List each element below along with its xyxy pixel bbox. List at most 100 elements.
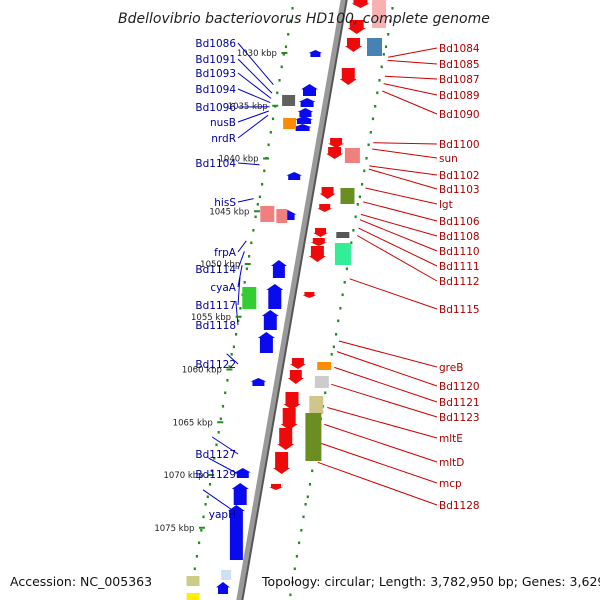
forward-gene-arrow xyxy=(308,50,323,57)
ring-dot xyxy=(291,581,294,584)
gene-box-aqua xyxy=(334,243,351,265)
leader-line xyxy=(226,353,239,365)
ring-dot xyxy=(354,215,357,219)
ring-dot xyxy=(239,307,242,310)
genome-summary: Topology: circular; Length: 3,782,950 bp… xyxy=(261,574,600,589)
reverse-gene-arrow xyxy=(302,292,317,298)
ring-dot xyxy=(289,19,292,23)
gene-label: Bd1110 xyxy=(439,246,480,258)
ring-dot xyxy=(213,457,216,460)
leader-line xyxy=(237,110,269,123)
reverse-gene-arrow xyxy=(308,246,326,262)
gene-label: Bd1104 xyxy=(195,158,236,170)
ring-dot xyxy=(226,379,229,382)
ring-dot xyxy=(300,529,303,532)
ring-dot xyxy=(221,405,225,408)
gene-box-orange xyxy=(317,362,332,370)
reverse-gene-arrow xyxy=(326,147,344,159)
ring-dot xyxy=(382,53,385,56)
ring-dot xyxy=(324,391,327,395)
ring-dot xyxy=(258,195,261,199)
gene-box-green xyxy=(242,287,257,309)
gene-label: Bd1117 xyxy=(195,300,236,312)
leader-line xyxy=(324,423,438,463)
gene-label: Bd1100 xyxy=(439,139,480,151)
gene-label: Bd1128 xyxy=(439,500,480,512)
forward-gene-arrow xyxy=(216,582,230,594)
gene-label: Bd1086 xyxy=(195,38,236,50)
scale-label: 1060 kbp xyxy=(182,366,222,376)
scale-label: 1050 kbp xyxy=(200,260,240,270)
ring-dot xyxy=(361,183,364,186)
forward-gene-arrow xyxy=(266,284,284,309)
leader-line xyxy=(237,88,271,104)
ring-dot xyxy=(193,567,196,571)
ring-dot xyxy=(215,443,218,447)
ring-dot xyxy=(341,293,344,297)
forward-gene-arrow xyxy=(227,505,245,560)
leader-line xyxy=(327,407,438,439)
forward-gene-arrow xyxy=(257,332,275,353)
ring-dot xyxy=(371,117,375,121)
ring-dot xyxy=(217,431,220,434)
reverse-gene-arrow xyxy=(277,428,295,450)
ring-dot xyxy=(252,229,255,232)
leader-line xyxy=(360,213,438,237)
leader-line xyxy=(237,240,247,253)
ring-dot xyxy=(339,307,342,310)
gene-box-olive xyxy=(340,188,355,204)
scale-label: 1070 kbp xyxy=(164,471,204,481)
leader-line xyxy=(237,58,273,94)
ring-dot xyxy=(306,495,309,499)
ring-dot xyxy=(237,319,240,323)
leader-line xyxy=(383,83,438,96)
kbp-scale: 1030 kbp 1035 kbp 1040 kbp 1045 kbp 1050 kbp… xyxy=(154,49,288,534)
gene-label: Bd1108 xyxy=(439,231,480,243)
leader-line xyxy=(237,42,274,86)
reverse-gene-arrow xyxy=(310,238,327,246)
ring-dot xyxy=(376,91,379,95)
scale-label: 1075 kbp xyxy=(154,524,194,534)
ring-dot xyxy=(365,157,368,160)
forward-gene-arrow xyxy=(295,116,313,124)
gene-label: Bd1127 xyxy=(195,449,236,461)
reverse-gene-arrow xyxy=(280,408,298,430)
ring-dot xyxy=(304,503,307,506)
ring-dot xyxy=(263,169,266,173)
ring-dot xyxy=(276,91,279,95)
scale-label: 1065 kbp xyxy=(173,418,213,428)
reverse-gene-arrow xyxy=(313,228,328,237)
ring-dot xyxy=(374,105,377,108)
ring-dot xyxy=(243,281,246,284)
ring-dot xyxy=(358,195,361,199)
reverse-gene-arrow xyxy=(287,370,304,384)
gene-label: Bd1087 xyxy=(439,74,480,86)
reverse-gene-arrow xyxy=(328,138,345,148)
ring-dot xyxy=(200,529,203,532)
gene-label: Bd1094 xyxy=(195,84,236,96)
gene-box-steel xyxy=(367,38,382,56)
gene-label: lgt xyxy=(439,199,453,211)
gene-label: Bd1090 xyxy=(439,109,480,121)
leader-line xyxy=(320,442,438,484)
reverse-gene-arrow xyxy=(351,0,370,8)
gene-label: Bd1103 xyxy=(439,184,480,196)
reverse-gene-arrow xyxy=(317,204,333,212)
leader-line xyxy=(237,276,241,306)
gene-label: hisS xyxy=(214,197,236,209)
ring-dot xyxy=(369,131,372,134)
gene-label: mltD xyxy=(439,457,464,469)
forward-gene-arrow xyxy=(270,260,287,278)
ring-dot xyxy=(282,53,285,56)
ring-dot xyxy=(367,143,370,147)
leader-line xyxy=(387,59,438,65)
gene-label: Bd1115 xyxy=(439,304,480,316)
accession-text: Accession: NC_005363 xyxy=(10,574,152,589)
gene-label: Bd1111 xyxy=(439,261,480,273)
reverse-gene-arrow xyxy=(273,452,291,474)
leader-line xyxy=(388,47,438,58)
gene-box-yellow xyxy=(186,593,200,600)
leader-line xyxy=(334,366,438,403)
scale-label: 1035 kbp xyxy=(228,102,268,112)
label-leader-lines xyxy=(202,42,438,515)
